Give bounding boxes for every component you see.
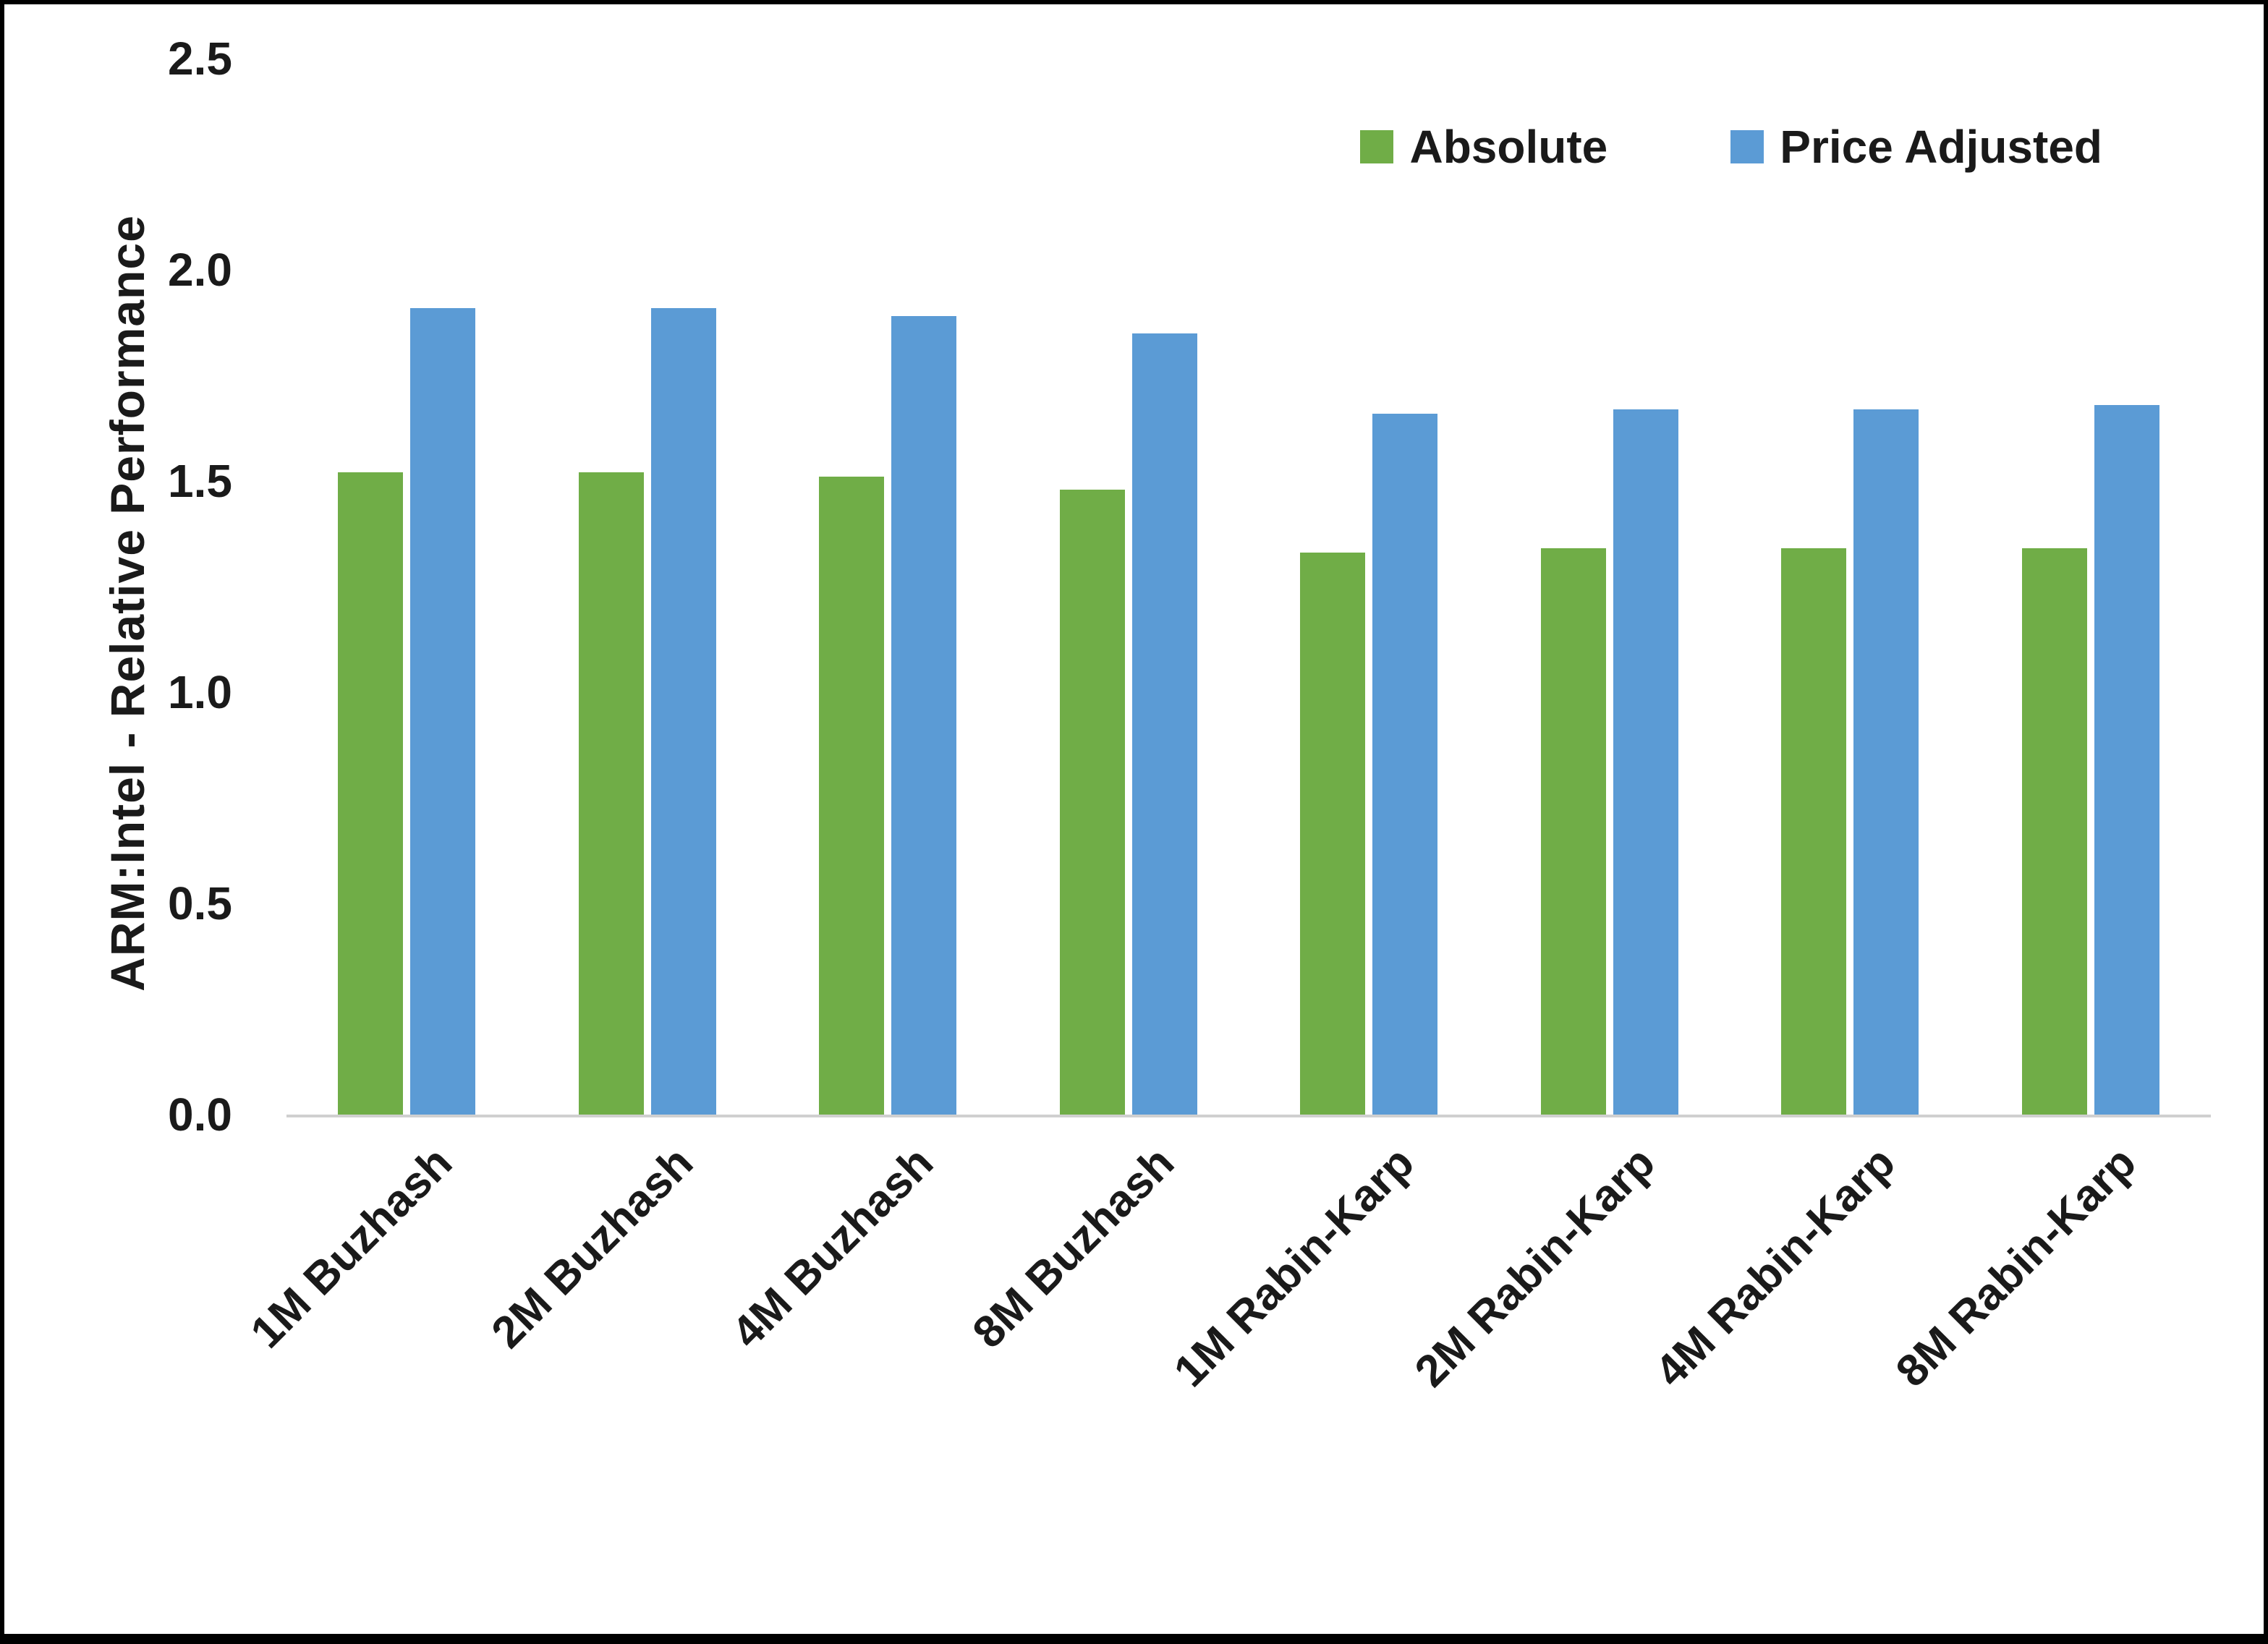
x-label-slot: 4M Buzhash xyxy=(723,1127,1008,1561)
x-label-slot: 1M Buzhash xyxy=(242,1127,527,1561)
bar xyxy=(1131,333,1197,1115)
legend: Absolute Price Adjusted xyxy=(1360,120,2102,174)
bar-group xyxy=(1059,59,1197,1115)
bar xyxy=(650,307,716,1115)
bar xyxy=(2021,548,2087,1115)
legend-label: Price Adjusted xyxy=(1780,121,2102,173)
bar-chart: ARM:Intel - Relative Performance 0.0 0.5 1… xyxy=(4,4,2264,1634)
y-tick-label: 1.0 xyxy=(168,666,232,718)
bar xyxy=(819,477,885,1115)
bar-groups xyxy=(286,59,2211,1115)
bar xyxy=(2094,404,2159,1115)
bar-group xyxy=(819,59,957,1115)
bar xyxy=(891,316,957,1115)
bar xyxy=(1300,553,1366,1115)
bar xyxy=(410,307,476,1115)
plot-area: Absolute Price Adjusted xyxy=(286,59,2211,1117)
bar-group xyxy=(578,59,716,1115)
legend-item: Absolute xyxy=(1360,120,1607,174)
bar-group xyxy=(1781,59,1919,1115)
legend-item: Price Adjusted xyxy=(1730,120,2102,174)
y-tick-label: 0.5 xyxy=(168,877,232,929)
bar xyxy=(1613,409,1678,1115)
bar xyxy=(1059,489,1125,1115)
bar-group xyxy=(1300,59,1438,1115)
bar xyxy=(578,472,644,1115)
x-label-slot: 8M Rabin-Karp xyxy=(1887,1127,2212,1561)
y-tick-label: 2.5 xyxy=(168,33,232,85)
bar xyxy=(1781,548,1847,1115)
y-tick-label: 1.5 xyxy=(168,455,232,507)
bar xyxy=(1853,409,1919,1115)
x-axis-label: 1M Buzhash xyxy=(241,1137,462,1358)
legend-swatch-icon xyxy=(1730,130,1764,163)
bar-group xyxy=(2021,59,2159,1115)
x-label-slot: 2M Buzhash xyxy=(482,1127,768,1561)
y-tick-label: 2.0 xyxy=(168,244,232,296)
bar xyxy=(338,472,404,1115)
y-tick-label: 0.0 xyxy=(168,1089,232,1141)
legend-label: Absolute xyxy=(1409,121,1608,173)
bar-group xyxy=(1540,59,1678,1115)
bar-group xyxy=(338,59,476,1115)
bar xyxy=(1540,548,1606,1115)
x-axis-labels: 1M Buzhash 2M Buzhash 4M Buzhash 8M Buzhash… xyxy=(242,1127,2212,1561)
bar xyxy=(1372,413,1438,1115)
y-axis-ticks: 0.0 0.5 1.0 1.5 2.0 2.5 xyxy=(91,35,232,1138)
legend-swatch-icon xyxy=(1360,130,1394,163)
